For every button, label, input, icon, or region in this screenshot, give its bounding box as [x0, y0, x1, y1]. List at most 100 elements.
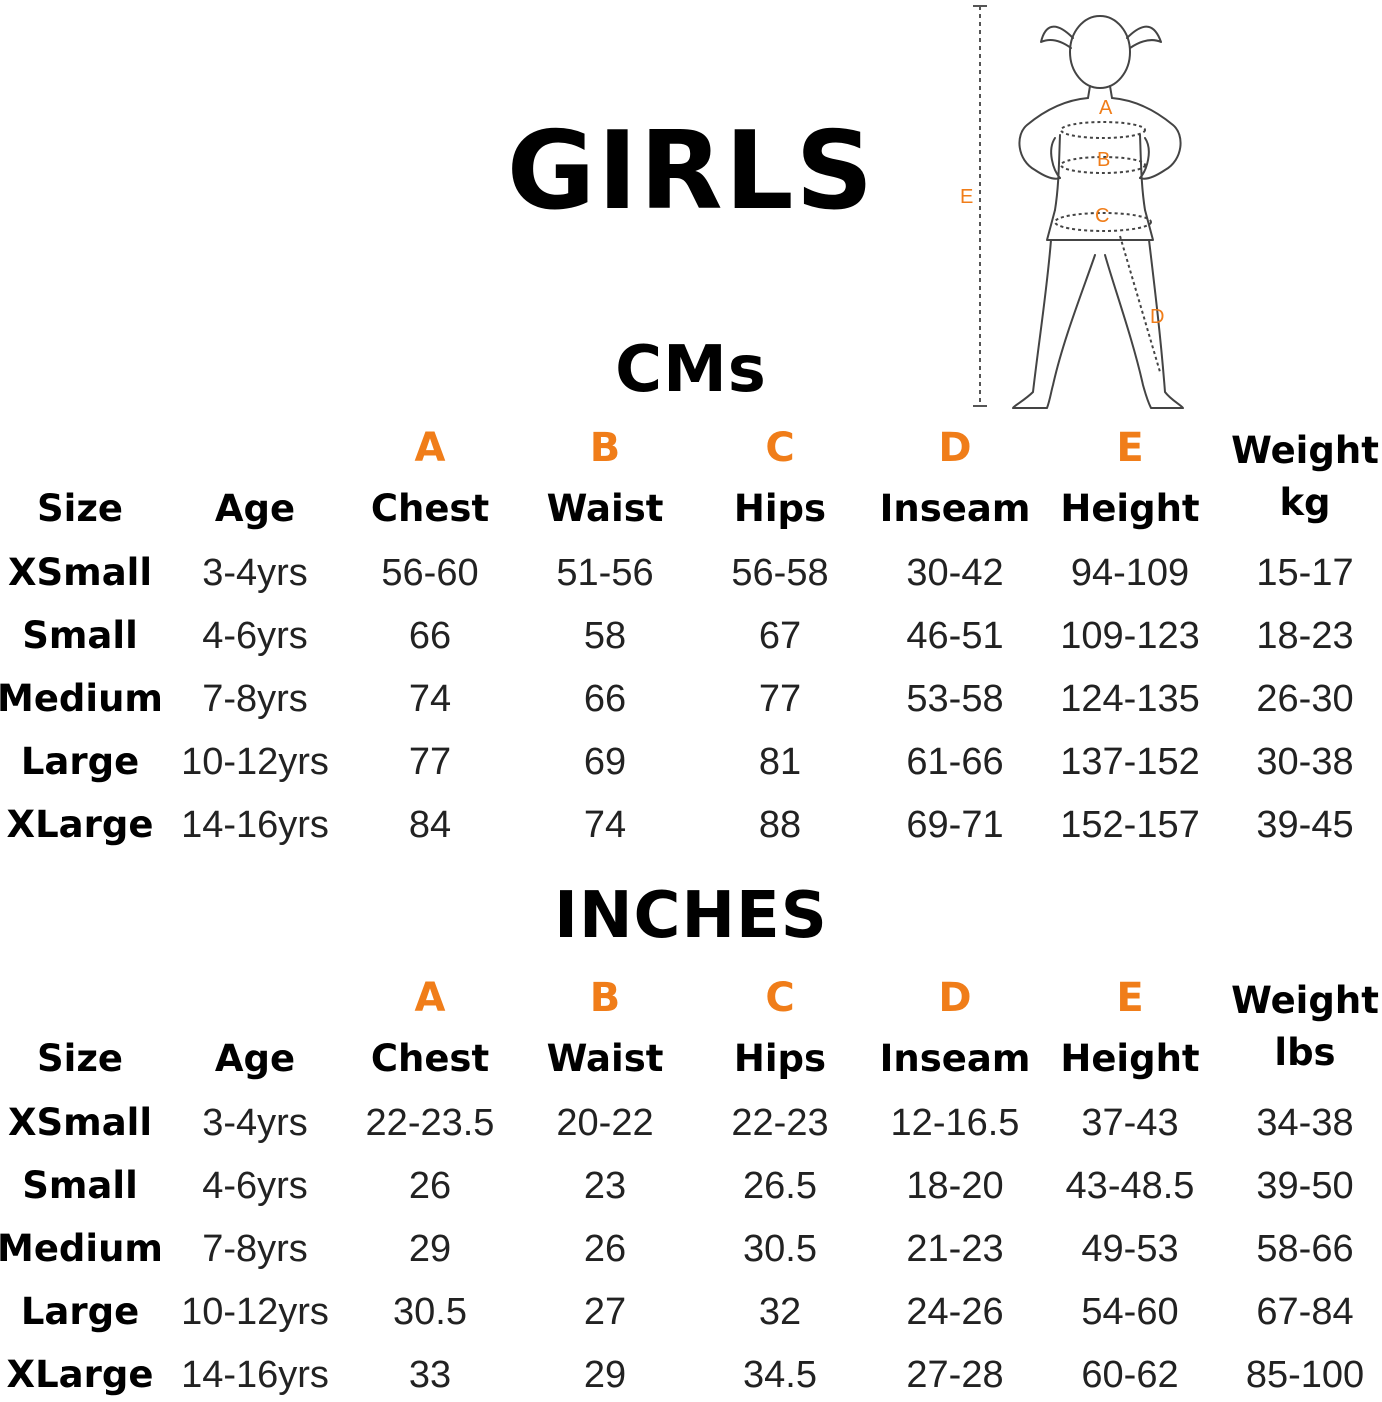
- waist-cell: 58: [583, 615, 627, 657]
- column-header-hips: Hips: [733, 1037, 827, 1080]
- age-cell: 4-6yrs: [202, 1165, 308, 1207]
- chest-cell: 56-60: [381, 552, 479, 594]
- weight-unit: kg: [1279, 481, 1331, 524]
- hips-cell: 26.5: [743, 1165, 817, 1207]
- weight-cell: 18-23: [1256, 615, 1354, 657]
- age-cell: 7-8yrs: [202, 678, 308, 720]
- girl-measurement-figure: A B C D E: [960, 5, 1184, 409]
- column-letter-a: A: [414, 975, 446, 1021]
- measurement-guides: [1054, 121, 1161, 373]
- page-title: GIRLS: [506, 109, 876, 234]
- column-letter-d: D: [938, 425, 972, 471]
- inseam-cell: 27-28: [906, 1354, 1004, 1396]
- figure-label-c: C: [1095, 205, 1109, 227]
- age-cell: 3-4yrs: [202, 552, 308, 594]
- weight-cell: 58-66: [1256, 1228, 1354, 1270]
- weight-cell: 15-17: [1256, 552, 1354, 594]
- size-label: Medium: [0, 677, 163, 720]
- column-header-inseam: Inseam: [879, 1037, 1031, 1080]
- figure-label-e: E: [960, 186, 973, 208]
- column-header-chest: Chest: [370, 487, 490, 530]
- size-label: XLarge: [6, 1353, 154, 1396]
- size-label: Small: [22, 614, 138, 657]
- age-cell: 10-12yrs: [181, 741, 329, 783]
- chest-cell: 33: [408, 1354, 452, 1396]
- column-header-waist: Waist: [546, 1037, 664, 1080]
- waist-cell: 74: [583, 804, 627, 846]
- girl-outline: [1012, 15, 1184, 409]
- column-header-age: Age: [214, 1037, 296, 1080]
- size-label: Medium: [0, 1227, 163, 1270]
- size-label: Large: [20, 1290, 140, 1333]
- cm-section-title: CMs: [615, 333, 767, 407]
- weight-cell: 30-38: [1256, 741, 1354, 783]
- weight-cell: 85-100: [1245, 1354, 1365, 1396]
- weight-cell: 67-84: [1256, 1291, 1354, 1333]
- height-cell: 94-109: [1070, 552, 1190, 594]
- age-cell: 4-6yrs: [202, 615, 308, 657]
- column-header-height: Height: [1060, 1037, 1200, 1080]
- age-cell: 10-12yrs: [181, 1291, 329, 1333]
- inseam-cell: 46-51: [906, 615, 1004, 657]
- chest-cell: 84: [408, 804, 452, 846]
- waist-cell: 23: [583, 1165, 627, 1207]
- column-header-weight: Weight: [1231, 979, 1379, 1022]
- inseam-cell: 21-23: [906, 1228, 1004, 1270]
- chest-cell: 22-23.5: [365, 1102, 495, 1144]
- height-cell: 37-43: [1081, 1102, 1179, 1144]
- column-letter-b: B: [589, 425, 621, 471]
- chest-cell: 26: [408, 1165, 452, 1207]
- weight-cell: 34-38: [1256, 1102, 1354, 1144]
- column-header-inseam: Inseam: [879, 487, 1031, 530]
- column-header-waist: Waist: [546, 487, 664, 530]
- column-letter-d: D: [938, 975, 972, 1021]
- column-header-age: Age: [214, 487, 296, 530]
- age-cell: 14-16yrs: [181, 804, 329, 846]
- hips-cell: 34.5: [743, 1354, 817, 1396]
- column-letter-b: B: [589, 975, 621, 1021]
- height-cell: 109-123: [1060, 615, 1200, 657]
- waist-cell: 20-22: [556, 1102, 654, 1144]
- figure-label-d: D: [1150, 306, 1164, 328]
- inseam-cell: 18-20: [906, 1165, 1004, 1207]
- waist-cell: 66: [583, 678, 627, 720]
- chest-cell: 29: [408, 1228, 452, 1270]
- height-cell: 43-48.5: [1065, 1165, 1195, 1207]
- hips-cell: 22-23: [731, 1102, 829, 1144]
- column-letter-c: C: [765, 975, 795, 1021]
- size-label: XLarge: [6, 803, 154, 846]
- size-label: Small: [22, 1164, 138, 1207]
- figure-label-a: A: [1099, 97, 1113, 119]
- column-header-height: Height: [1060, 487, 1200, 530]
- age-cell: 3-4yrs: [202, 1102, 308, 1144]
- chest-cell: 66: [408, 615, 452, 657]
- column-letter-a: A: [414, 425, 446, 471]
- waist-cell: 26: [583, 1228, 627, 1270]
- chest-cell: 77: [408, 741, 452, 783]
- weight-unit: lbs: [1274, 1031, 1336, 1074]
- chest-cell: 30.5: [393, 1291, 467, 1333]
- waist-cell: 51-56: [556, 552, 654, 594]
- waist-cell: 27: [583, 1291, 627, 1333]
- hips-cell: 77: [758, 678, 802, 720]
- size-label: Large: [20, 740, 140, 783]
- height-cell: 137-152: [1060, 741, 1200, 783]
- inseam-cell: 53-58: [906, 678, 1004, 720]
- chest-cell: 74: [408, 678, 452, 720]
- weight-cell: 26-30: [1256, 678, 1354, 720]
- column-header-size: Size: [37, 1037, 123, 1080]
- figure-label-b: B: [1097, 149, 1110, 171]
- waist-cell: 29: [583, 1354, 627, 1396]
- height-cell: 54-60: [1081, 1291, 1179, 1333]
- size-label: XSmall: [7, 1101, 153, 1144]
- waist-cell: 69: [583, 741, 627, 783]
- weight-cell: 39-50: [1256, 1165, 1354, 1207]
- inch-section-title: INCHES: [554, 879, 828, 953]
- column-letter-e: E: [1116, 425, 1144, 471]
- size-label: XSmall: [7, 551, 153, 594]
- hips-cell: 32: [758, 1291, 802, 1333]
- height-guide-line: [973, 5, 987, 407]
- hips-cell: 81: [758, 741, 802, 783]
- column-header-hips: Hips: [733, 487, 827, 530]
- inseam-cell: 24-26: [906, 1291, 1004, 1333]
